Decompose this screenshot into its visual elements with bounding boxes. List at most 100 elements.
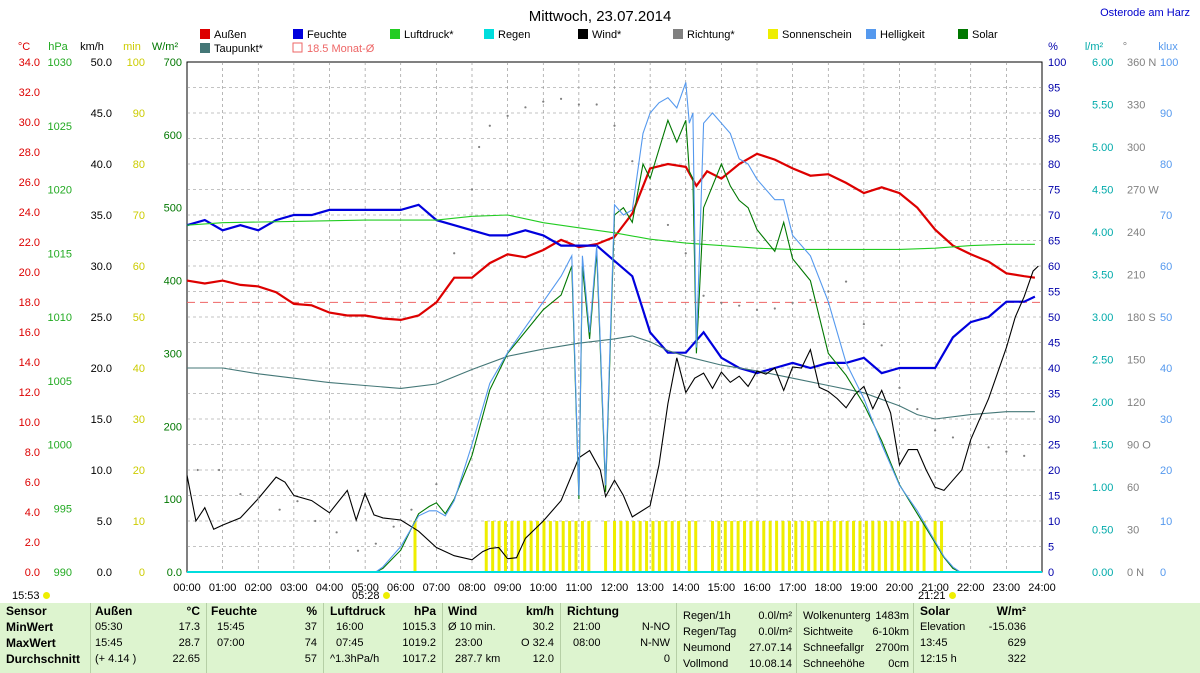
sunshine-bar (762, 521, 766, 572)
sunshine-bar (638, 521, 642, 572)
section-aussen: Außen °C 05:30 17.3 15:45 28.7 (+ 4.14 )… (91, 603, 207, 673)
axis-tick-sun: 50 (133, 312, 145, 324)
chart-title: Mittwoch, 23.07.2014 (529, 8, 672, 25)
legend-swatch (292, 42, 303, 53)
axis-tick-temp: 26.0 (19, 177, 40, 189)
axis-tick-temp: 28.0 (19, 147, 40, 159)
axis-tick-lux: 60 (1160, 261, 1172, 273)
sunshine-bar (730, 521, 734, 572)
wolken-value-1: 1483m (875, 610, 909, 622)
sunshine-bar (940, 521, 944, 572)
x-tick-label: 01:00 (209, 582, 237, 594)
sunshine-bar (826, 521, 830, 572)
axis-labels: °C 34.0 32.0 30.0 28.0 26.0 24.0 22.0 20.0 18.0 16… (18, 41, 1179, 579)
legend-swatch (768, 29, 778, 39)
sunshine-bar (749, 521, 753, 572)
luftdruck-unit: hPa (413, 604, 436, 618)
axis-tick-humidity: 95 (1048, 83, 1060, 95)
axis-tick-temp: 14.0 (19, 357, 40, 369)
sunshine-bar (484, 521, 488, 572)
axis-tick-wind: 10.0 (91, 465, 112, 477)
axis-tick-humidity: 35 (1048, 389, 1060, 401)
richtung-min-time: 21:00 (573, 621, 601, 633)
wolken-value-3: 2700m (875, 642, 909, 654)
axis-tick-humidity: 5 (1048, 542, 1054, 554)
axis-tick-pressure: 995 (54, 503, 72, 515)
sunshine-bar (587, 521, 591, 572)
richtung-max-value: N-NW (640, 637, 670, 649)
axis-unit-pressure: hPa (48, 41, 68, 53)
sunshine-bar (619, 521, 623, 572)
axis-tick-lux: 10 (1160, 516, 1172, 528)
sun-icon (42, 592, 50, 599)
sunshine-bar (775, 521, 779, 572)
x-tick-label: 10:00 (529, 582, 557, 594)
direction-dot (435, 483, 438, 486)
feuchte-max-time: 07:00 (217, 637, 245, 649)
solar-header: Solar (920, 604, 951, 618)
luftdruck-header: Luftdruck (330, 604, 386, 618)
legend-label: Wind* (592, 29, 622, 41)
series-line-wind (186, 265, 1039, 561)
sunshine-bar (813, 521, 817, 572)
axis-tick-rain: 1.50 (1092, 440, 1113, 452)
direction-dot (239, 492, 242, 496)
weather-chart: Mittwoch, 23.07.2014 Osterode am Harz Au… (17, 7, 1190, 594)
solar-value-3: 322 (1007, 653, 1026, 665)
axis-tick-solar: 100 (164, 494, 182, 506)
direction-dot (684, 252, 687, 255)
axis-tick-wind: 40.0 (91, 159, 112, 171)
legend-label: Taupunkt* (214, 43, 264, 55)
series-line-luftdruck (186, 214, 1035, 250)
axis-tick-lux: 90 (1160, 108, 1172, 120)
axis-tick-direction: 360 N (1127, 57, 1156, 69)
axis-tick-direction: 0 N (1127, 567, 1144, 579)
series-line-helligkeit (375, 82, 961, 573)
sunshine-bar (922, 521, 926, 572)
wolken-label-3: Schneefallgr (803, 642, 865, 654)
legend-label: Luftdruck* (404, 29, 454, 41)
direction-dot (577, 103, 580, 106)
axis-tick-lux: 30 (1160, 414, 1172, 426)
axis-tick-humidity: 10 (1048, 516, 1060, 528)
sunshine-bar (864, 521, 868, 572)
feuchte-unit: % (306, 604, 317, 618)
sunshine-bar (491, 521, 495, 572)
summary-table: Sensor MinWert MaxWert Durchschnitt Auße… (0, 603, 1200, 673)
luftdruck-min-time: 16:00 (336, 621, 364, 633)
axis-tick-lux: 40 (1160, 363, 1172, 375)
axis-tick-lux: 20 (1160, 465, 1172, 477)
legend-label: Solar (972, 29, 998, 41)
axis-tick-sun: 90 (133, 108, 145, 120)
axis-tick-temp: 32.0 (19, 87, 40, 99)
legend-swatch (200, 43, 210, 53)
axis-tick-wind: 5.0 (97, 516, 112, 528)
sunshine-bar (574, 521, 578, 572)
axis-unit-wind: km/h (80, 41, 104, 53)
wind-distance: 287.7 km (455, 653, 501, 665)
wind-min-label: Ø 10 min. (448, 621, 496, 633)
sunshine-bar (710, 521, 714, 572)
axis-tick-temp: 22.0 (19, 237, 40, 249)
x-axis-ticks: 00:00 01:00 02:00 03:00 04:00 05:00 06:00 07:00… (173, 582, 1056, 594)
x-tick-label: 04:00 (316, 582, 344, 594)
wolken-label-1: Wolkenunterg (803, 610, 871, 622)
sunshine-bar (858, 521, 862, 572)
axis-tick-direction: 270 W (1127, 185, 1159, 197)
axis-tick-temp: 18.0 (19, 297, 40, 309)
axis-tick-solar: 0.0 (167, 567, 182, 579)
sunshine-bar (651, 521, 655, 572)
sunshine-bar (839, 521, 843, 572)
sunshine-bar (632, 521, 636, 572)
axis-tick-temp: 16.0 (19, 327, 40, 339)
direction-dot (827, 290, 830, 293)
sunshine-bar (903, 521, 907, 572)
direction-dot (217, 468, 221, 472)
axis-tick-humidity: 20 (1048, 465, 1060, 477)
aussen-avg-note: (+ 4.14 ) (95, 653, 137, 665)
axis-tick-humidity: 30 (1048, 414, 1060, 426)
direction-dot (335, 531, 338, 534)
sunshine-bar (529, 521, 533, 572)
sunshine-bar (717, 521, 721, 572)
direction-dot (506, 114, 509, 117)
